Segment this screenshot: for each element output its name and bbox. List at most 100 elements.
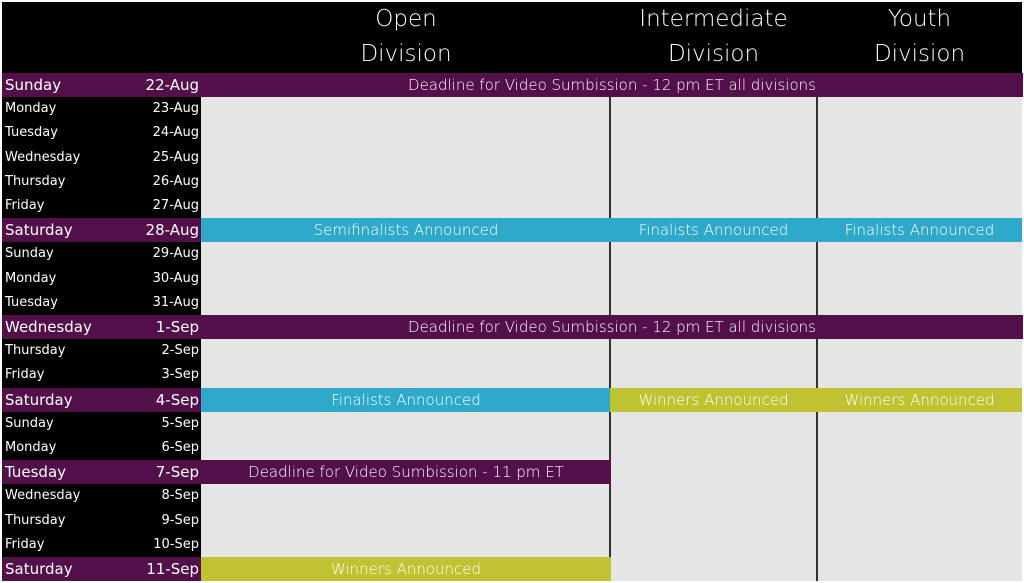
header-line: Division (360, 41, 452, 67)
schedule-row: Sunday 5-Sep (2, 412, 1022, 436)
event-bar: Semifinalists Announced (201, 218, 611, 243)
day-cell: Saturday 11-Sep (2, 557, 201, 581)
day-cell: Monday 23-Aug (2, 97, 201, 121)
day-name: Tuesday (5, 294, 58, 310)
event-bar: Winners Announced (201, 557, 611, 581)
day-name: Sunday (5, 246, 54, 262)
day-cell: Friday 3-Sep (2, 363, 201, 387)
header-line: Youth (887, 6, 952, 32)
schedule-row: Monday 23-Aug (2, 97, 1022, 121)
day-cell: Sunday 5-Sep (2, 412, 201, 436)
day-cell: Sunday 29-Aug (2, 242, 201, 266)
event-bar: Deadline for Video Sumbission - 12 pm ET… (201, 315, 1023, 339)
schedule-row: Friday 3-Sep (2, 363, 1022, 387)
day-name: Monday (5, 440, 57, 455)
header-intermediate-division: Intermediate Division (610, 2, 817, 73)
schedule-row: Tuesday 7-Sep Deadline for Video Sumbissio… (2, 460, 1022, 485)
day-name: Sunday (5, 415, 54, 431)
schedule-row: Sunday 29-Aug (2, 242, 1022, 266)
schedule-row: Wednesday 25-Aug (2, 146, 1022, 170)
day-date: 24-Aug (152, 125, 199, 141)
day-date: 1-Sep (155, 318, 199, 336)
header-line: Division (667, 41, 760, 67)
day-cell: Thursday 9-Sep (2, 509, 201, 533)
day-cell: Saturday 4-Sep (2, 387, 201, 412)
event-bar: Deadline for Video Sumbission - 11 pm ET (201, 460, 611, 485)
day-cell: Tuesday 24-Aug (2, 121, 201, 145)
day-date: 4-Sep (155, 390, 199, 409)
day-name: Tuesday (5, 463, 67, 482)
day-cell: Thursday 2-Sep (2, 339, 201, 363)
schedule-row: Wednesday 8-Sep (2, 484, 1022, 508)
day-date: 9-Sep (161, 512, 199, 528)
event-bar: Deadline for Video Sumbission - 12 pm ET… (201, 73, 1023, 97)
event-bar: Finalists Announced (817, 218, 1022, 243)
schedule-row: Thursday 9-Sep (2, 509, 1022, 533)
day-date: 29-Aug (152, 246, 199, 262)
day-date: 7-Sep (155, 463, 199, 482)
day-date: 10-Sep (153, 536, 199, 552)
column-divider (609, 97, 611, 581)
header-line: Division (873, 41, 966, 67)
event-bar: Finalists Announced (201, 387, 611, 412)
day-cell: Monday 30-Aug (2, 267, 201, 291)
day-cell: Friday 10-Sep (2, 533, 201, 557)
event-bar: Winners Announced (610, 387, 817, 412)
day-cell: Saturday 28-Aug (2, 218, 201, 243)
schedule-row: Tuesday 24-Aug (2, 121, 1022, 145)
schedule-row: Tuesday 31-Aug (2, 291, 1022, 315)
day-date: 30-Aug (152, 270, 199, 286)
day-cell: Wednesday 8-Sep (2, 484, 201, 508)
day-name: Wednesday (5, 488, 81, 504)
day-name: Monday (5, 101, 57, 117)
day-name: Sunday (5, 76, 62, 94)
day-cell: Wednesday 1-Sep (2, 315, 201, 339)
day-name: Friday (5, 198, 45, 213)
day-name: Thursday (5, 343, 66, 359)
day-name: Monday (5, 270, 57, 286)
header-line: Open (375, 6, 437, 32)
schedule-row: Thursday 2-Sep (2, 339, 1022, 363)
schedule-grid-background (201, 97, 1022, 581)
day-date: 23-Aug (152, 101, 199, 117)
schedule-row: Friday 10-Sep (2, 533, 1022, 557)
event-bar: Finalists Announced (610, 218, 817, 243)
day-date: 3-Sep (161, 367, 199, 383)
day-name: Friday (5, 536, 45, 552)
column-divider (816, 97, 818, 581)
header-line: Intermediate (639, 6, 788, 32)
day-date: 25-Aug (152, 149, 199, 165)
schedule-row: Saturday 4-Sep Finalists Announced Winners … (2, 387, 1022, 412)
day-name: Wednesday (5, 318, 92, 336)
schedule-row: Saturday 28-Aug Semifinalists Announced Fin… (2, 218, 1022, 243)
day-date: 11-Sep (146, 560, 199, 578)
day-name: Saturday (5, 390, 73, 409)
day-name: Saturday (5, 221, 73, 240)
day-cell: Wednesday 25-Aug (2, 146, 201, 170)
day-date: 31-Aug (152, 294, 199, 310)
schedule-row: Sunday 22-Aug Deadline for Video Sumbissio… (2, 73, 1023, 97)
day-cell: Sunday 22-Aug (2, 73, 201, 97)
schedule-row: Monday 6-Sep (2, 436, 1022, 460)
day-cell: Tuesday 31-Aug (2, 291, 201, 315)
schedule-row: Friday 27-Aug (2, 194, 1022, 218)
day-cell: Thursday 26-Aug (2, 170, 201, 194)
day-name: Friday (5, 367, 45, 383)
day-date: 22-Aug (145, 76, 199, 94)
day-date: 8-Sep (161, 488, 199, 504)
day-date: 27-Aug (152, 198, 199, 213)
day-date: 26-Aug (152, 173, 199, 189)
day-date: 28-Aug (145, 221, 199, 240)
event-bar: Winners Announced (817, 387, 1022, 412)
day-name: Tuesday (5, 125, 58, 141)
day-cell: Monday 6-Sep (2, 436, 201, 460)
day-name: Thursday (5, 173, 66, 189)
day-date: 2-Sep (161, 343, 199, 359)
header-open-division: Open Division (201, 2, 611, 73)
day-date: 5-Sep (161, 415, 199, 431)
day-name: Thursday (5, 512, 66, 528)
schedule-row: Saturday 11-Sep Winners Announced (2, 557, 1022, 581)
day-cell: Friday 27-Aug (2, 194, 201, 218)
day-date: 6-Sep (161, 440, 199, 455)
